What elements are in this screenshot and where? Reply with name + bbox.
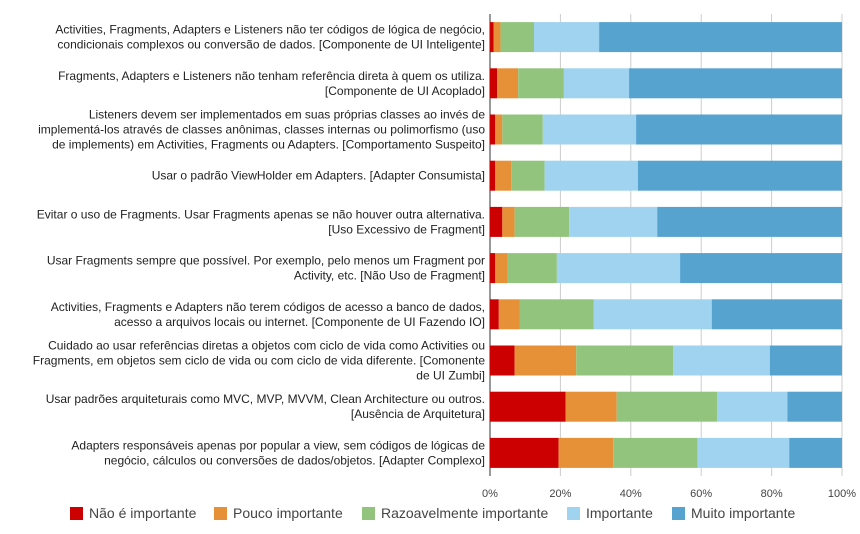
bar-segment bbox=[490, 299, 499, 330]
category-label: Evitar o uso de Fragments. Usar Fragment… bbox=[37, 207, 485, 236]
category-label: Usar o padrão ViewHolder em Adapters. [A… bbox=[152, 169, 485, 183]
legend-swatch bbox=[362, 507, 375, 520]
bar-segment bbox=[498, 299, 520, 330]
bar-segment bbox=[629, 68, 842, 99]
category-label: Cuidado ao usar referências diretas a ob… bbox=[33, 339, 486, 383]
bar-segment bbox=[599, 22, 842, 53]
bar-segment bbox=[507, 253, 557, 284]
bar-segment bbox=[495, 253, 508, 284]
bar-segment bbox=[544, 160, 638, 191]
bar-segment bbox=[593, 299, 712, 330]
bar-segment bbox=[493, 22, 501, 53]
bar-segment bbox=[576, 345, 674, 376]
category-label: Activities, Fragments, Adapters e Listen… bbox=[55, 23, 485, 52]
bar-segment bbox=[490, 391, 566, 422]
bar-segment bbox=[613, 437, 698, 468]
bar-segment bbox=[495, 160, 512, 191]
bar-segment bbox=[500, 22, 534, 53]
x-tick-label: 0% bbox=[482, 488, 498, 500]
bar-segment bbox=[490, 253, 496, 284]
bar-segment bbox=[680, 253, 842, 284]
bar-segment bbox=[502, 206, 515, 237]
bar-segment bbox=[565, 391, 617, 422]
bar-segment bbox=[518, 68, 564, 99]
legend-swatch bbox=[672, 507, 685, 520]
bar-segment bbox=[490, 68, 498, 99]
bar-segment bbox=[637, 160, 842, 191]
category-label: Listeners devem ser implementados em sua… bbox=[38, 108, 485, 152]
bar-segment bbox=[558, 437, 614, 468]
legend-swatch bbox=[70, 507, 83, 520]
category-label: Adapters responsáveis apenas por popular… bbox=[71, 438, 485, 467]
bar-segment bbox=[490, 437, 559, 468]
x-tick-label: 80% bbox=[761, 488, 783, 500]
bar-segment bbox=[636, 114, 842, 145]
bar-segment bbox=[673, 345, 770, 376]
bar-segment bbox=[502, 114, 543, 145]
bar-segment bbox=[534, 22, 600, 53]
bar-segment bbox=[556, 253, 681, 284]
legend-label: Não é importante bbox=[89, 505, 197, 521]
legend: Não é importante Pouco importante Razoavel… bbox=[70, 505, 795, 521]
x-tick-label: 40% bbox=[620, 488, 642, 500]
legend-label: Importante bbox=[586, 505, 653, 521]
x-tick-label: 100% bbox=[828, 488, 856, 500]
bar-segment bbox=[495, 114, 503, 145]
bar-segment bbox=[542, 114, 637, 145]
bar-segment bbox=[787, 391, 842, 422]
bar-segment bbox=[616, 391, 718, 422]
bar-segment bbox=[514, 206, 570, 237]
legend-swatch bbox=[567, 507, 580, 520]
bar-segment bbox=[519, 299, 594, 330]
legend-label: Razoavelmente importante bbox=[381, 505, 549, 521]
x-tick-label: 20% bbox=[549, 488, 571, 500]
x-axis-tick-labels: 0% 20% 40% 60% 80% 100% bbox=[482, 488, 856, 500]
bar-segment bbox=[490, 345, 515, 376]
legend-swatch bbox=[214, 507, 227, 520]
category-label: Usar Fragments sempre que possível. Por … bbox=[47, 254, 485, 283]
category-labels: Activities, Fragments, Adapters e Listen… bbox=[33, 23, 486, 468]
bar-segment bbox=[511, 160, 545, 191]
x-tick-label: 60% bbox=[690, 488, 712, 500]
bar-segment bbox=[490, 206, 503, 237]
bar-segment bbox=[697, 437, 790, 468]
bar-segment bbox=[490, 160, 496, 191]
category-label: Usar padrões arquiteturais como MVC, MVP… bbox=[46, 392, 485, 421]
bar-segment bbox=[717, 391, 788, 422]
bars bbox=[490, 22, 842, 468]
legend-label: Muito importante bbox=[691, 505, 795, 521]
category-label: Fragments, Adapters e Listeners não tenh… bbox=[58, 69, 485, 98]
bar-segment bbox=[657, 206, 842, 237]
bar-segment bbox=[514, 345, 577, 376]
category-label: Activities, Fragments e Adapters não ter… bbox=[51, 300, 485, 329]
bar-segment bbox=[563, 68, 630, 99]
bar-segment bbox=[769, 345, 842, 376]
bar-segment bbox=[711, 299, 842, 330]
bar-segment bbox=[490, 114, 496, 145]
bar-segment bbox=[497, 68, 519, 99]
bar-segment bbox=[569, 206, 658, 237]
bar-segment bbox=[490, 22, 494, 53]
legend-label: Pouco importante bbox=[233, 505, 343, 521]
bar-segment bbox=[789, 437, 842, 468]
